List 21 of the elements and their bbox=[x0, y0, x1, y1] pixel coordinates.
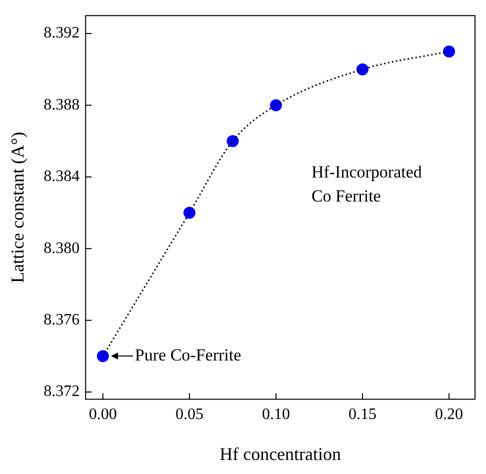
x-tick-label: 0.15 bbox=[348, 406, 377, 424]
point bbox=[356, 63, 369, 76]
y-tick-label: 8.384 bbox=[44, 168, 80, 186]
point bbox=[96, 350, 109, 362]
y-tick-label: 8.392 bbox=[44, 24, 80, 42]
y-tick-label: 8.372 bbox=[44, 383, 80, 400]
point bbox=[183, 206, 196, 219]
annotation: Hf-Incorporated Co Ferrite bbox=[311, 162, 422, 206]
x-tick-label: 0.20 bbox=[435, 406, 464, 424]
x-axis-title: Hf concentration bbox=[220, 444, 342, 464]
x-tick-label: 0.10 bbox=[262, 406, 290, 424]
x-tick-label: 0.05 bbox=[175, 406, 204, 424]
x-tick-label: 0.00 bbox=[88, 406, 117, 424]
y-tick-label: 8.388 bbox=[44, 96, 80, 114]
y-axis-title: Lattice constant (A°) bbox=[8, 132, 28, 283]
point bbox=[270, 99, 282, 112]
y-tick-label: 8.376 bbox=[44, 312, 80, 329]
y-tick-label: 8.380 bbox=[44, 240, 80, 257]
point bbox=[226, 135, 239, 148]
annotation: Pure Co-Ferrite bbox=[134, 346, 242, 365]
point bbox=[443, 45, 456, 58]
